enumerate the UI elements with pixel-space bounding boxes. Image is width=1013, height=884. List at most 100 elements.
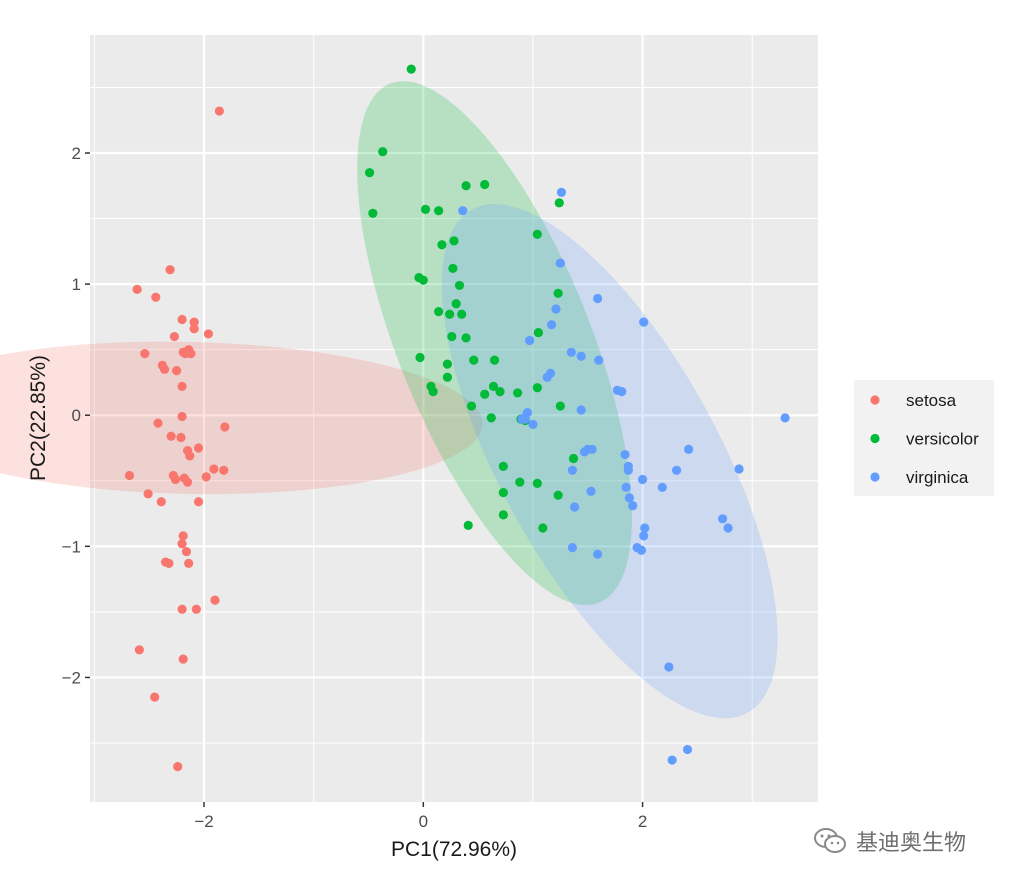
virginica-point — [621, 482, 631, 492]
setosa-point — [219, 465, 229, 475]
versicolor-point — [364, 168, 375, 178]
virginica-point — [637, 474, 648, 485]
setosa-point — [177, 411, 187, 422]
versicolor-point — [434, 307, 444, 317]
virginica-point — [723, 523, 733, 533]
data-points — [124, 64, 790, 772]
virginica-point — [576, 405, 586, 415]
setosa-point — [134, 645, 144, 655]
y-tick-label: −1 — [62, 537, 81, 556]
legend-key-virginica — [870, 472, 880, 482]
versicolor-point — [532, 383, 542, 393]
setosa-point — [210, 595, 220, 605]
virginica-point — [640, 523, 650, 533]
versicolor-point — [368, 208, 378, 218]
versicolor-point — [554, 198, 564, 208]
versicolor-point — [480, 179, 490, 190]
virginica-point — [671, 465, 682, 475]
setosa-point — [178, 347, 188, 357]
y-tick-label: 2 — [72, 144, 81, 163]
versicolor-point — [553, 490, 563, 500]
versicolor-point — [498, 461, 508, 471]
setosa-point — [177, 381, 187, 391]
virginica-point — [667, 755, 677, 765]
y-tick-label: −2 — [62, 668, 81, 687]
virginica-ellipse — [441, 204, 778, 719]
virginica-point — [632, 543, 642, 553]
versicolor-point — [515, 477, 525, 487]
setosa-point — [159, 364, 170, 374]
setosa-point — [140, 349, 150, 359]
versicolor-point — [420, 204, 431, 214]
versicolor-point — [442, 359, 453, 369]
y-axis-title: PC2(22.85%) — [27, 355, 50, 481]
versicolor-point — [498, 510, 508, 520]
versicolor-point — [457, 309, 467, 319]
versicolor-point — [451, 299, 461, 309]
setosa-point — [209, 464, 219, 474]
versicolor-point — [463, 520, 473, 530]
setosa-point — [150, 692, 160, 702]
versicolor-point — [448, 263, 458, 273]
legend-label-setosa: setosa — [906, 391, 957, 410]
versicolor-point — [495, 387, 505, 397]
legend-label-virginica: virginica — [906, 468, 969, 487]
x-axis-ticks: −2 0 2 — [194, 802, 647, 831]
setosa-point — [151, 292, 161, 302]
versicolor-point — [449, 236, 459, 246]
x-axis-title: PC1(72.96%) — [391, 838, 517, 861]
setosa-ellipse — [0, 341, 483, 495]
grid-major — [90, 35, 818, 802]
x-tick-label: 0 — [419, 812, 428, 831]
versicolor-point — [568, 453, 579, 464]
legend: setosa versicolor virginica — [854, 380, 994, 496]
setosa-point — [189, 324, 199, 334]
versicolor-point — [466, 401, 477, 411]
virginica-point — [555, 258, 565, 268]
virginica-point — [551, 304, 561, 314]
versicolor-point — [437, 240, 447, 250]
watermark: 基迪奥生物 — [812, 824, 966, 858]
virginica-point — [520, 414, 530, 424]
legend-key-setosa — [870, 395, 880, 405]
versicolor-point — [415, 352, 425, 363]
virginica-point — [684, 444, 694, 454]
versicolor-point — [486, 413, 496, 423]
virginica-point — [620, 449, 630, 460]
versicolor-point — [553, 288, 563, 298]
versicolor-point — [533, 328, 544, 338]
virginica-point — [556, 187, 567, 197]
wechat-icon — [814, 828, 846, 853]
setosa-point — [177, 604, 187, 614]
watermark-text: 基迪奥生物 — [856, 831, 967, 856]
setosa-point — [177, 314, 187, 325]
versicolor-point — [469, 355, 479, 365]
grid-minor — [90, 35, 818, 802]
virginica-point — [628, 501, 638, 511]
setosa-point — [173, 762, 183, 772]
virginica-point — [664, 662, 674, 672]
y-axis-ticks: −2 −1 0 1 2 — [62, 144, 90, 687]
versicolor-point — [454, 280, 465, 291]
versicolor-point — [418, 275, 428, 285]
virginica-point — [612, 385, 622, 395]
virginica-point — [566, 347, 576, 357]
virginica-point — [639, 317, 649, 327]
setosa-point — [132, 284, 142, 294]
setosa-point — [182, 477, 193, 487]
setosa-point — [181, 546, 192, 557]
versicolor-point — [489, 355, 500, 365]
virginica-point — [567, 543, 578, 553]
setosa-point — [169, 331, 180, 342]
setosa-point — [189, 317, 199, 327]
setosa-point — [170, 474, 181, 485]
setosa-point — [220, 422, 230, 432]
versicolor-point — [442, 372, 453, 382]
setosa-point — [153, 418, 163, 428]
virginica-point — [542, 372, 552, 382]
versicolor-point — [461, 333, 471, 343]
setosa-point — [193, 497, 204, 507]
setosa-point — [165, 265, 175, 275]
plot-panel — [90, 35, 818, 802]
